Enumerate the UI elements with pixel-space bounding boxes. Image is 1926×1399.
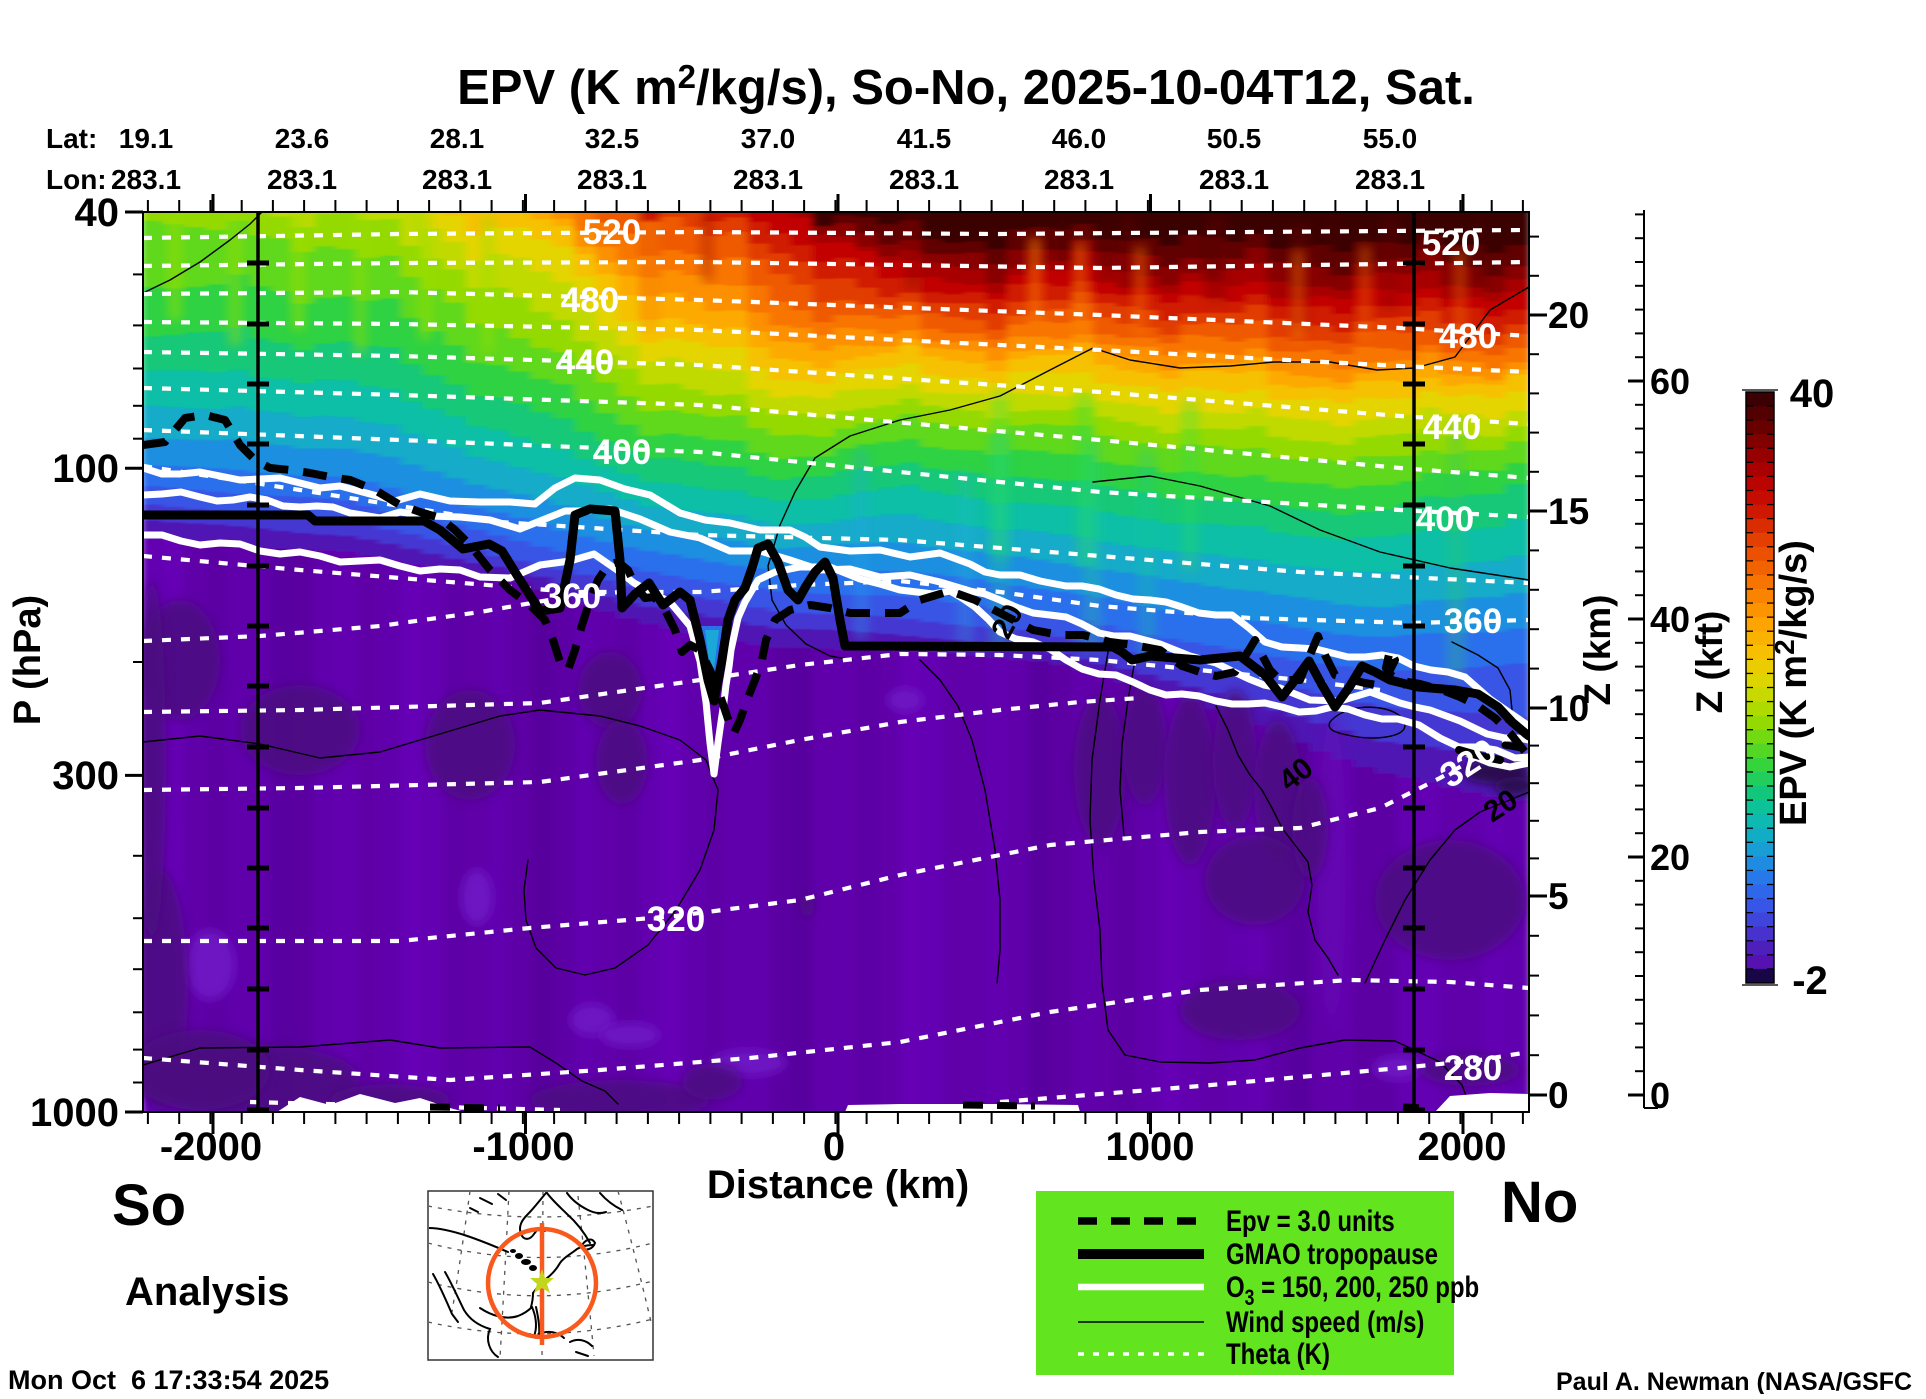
svg-text:480: 480 [1439,317,1497,356]
svg-text:10: 10 [1548,688,1589,729]
svg-text:1000: 1000 [30,1091,119,1135]
svg-text:40: 40 [1650,599,1690,640]
svg-text:520: 520 [583,213,641,252]
svg-text:280: 280 [1444,1049,1502,1088]
svg-text:20: 20 [1650,837,1690,878]
svg-text:EPV (K m2/kg/s): EPV (K m2/kg/s) [1769,540,1815,826]
svg-text:-1000: -1000 [472,1125,574,1169]
svg-text:No: No [1501,1170,1578,1235]
svg-text:Wind speed (m/s): Wind speed (m/s) [1226,1304,1424,1338]
svg-text:440: 440 [556,343,614,382]
svg-text:283.1: 283.1 [577,164,647,195]
svg-text:480: 480 [561,281,619,320]
svg-text:320: 320 [647,900,705,939]
svg-text:40: 40 [1790,372,1835,416]
svg-text:283.1: 283.1 [267,164,337,195]
svg-text:300: 300 [52,754,119,798]
svg-text:-2: -2 [1792,959,1828,1003]
svg-text:37.0: 37.0 [741,123,796,154]
svg-text:15: 15 [1548,491,1589,532]
svg-text:283.1: 283.1 [889,164,959,195]
svg-text:360: 360 [1444,602,1502,641]
svg-text:Z (kft): Z (kft) [1689,611,1730,714]
svg-text:Lon:: Lon: [46,164,107,195]
svg-text:46.0: 46.0 [1052,123,1107,154]
svg-text:Z (km): Z (km) [1577,595,1618,706]
svg-text:Paul A. Newman (NASA/GSFC: Paul A. Newman (NASA/GSFC [1556,1368,1912,1394]
svg-text:23.6: 23.6 [275,123,330,154]
svg-text:100: 100 [52,447,119,491]
svg-text:0: 0 [1650,1075,1670,1116]
svg-text:Analysis: Analysis [125,1270,290,1314]
svg-text:55.0: 55.0 [1363,123,1418,154]
svg-text:60: 60 [1650,361,1690,402]
svg-text:Distance (km): Distance (km) [707,1163,969,1207]
svg-text:283.1: 283.1 [1199,164,1269,195]
svg-text:283.1: 283.1 [1044,164,1114,195]
svg-text:283.1: 283.1 [422,164,492,195]
svg-text:Lat:: Lat: [46,123,97,154]
svg-text:1000: 1000 [1106,1125,1195,1169]
svg-text:41.5: 41.5 [897,123,952,154]
svg-text:40: 40 [75,191,120,235]
svg-text:520: 520 [1422,224,1480,263]
svg-text:360: 360 [543,577,601,616]
svg-text:5: 5 [1548,876,1569,917]
svg-text:2000: 2000 [1418,1125,1507,1169]
svg-text:283.1: 283.1 [733,164,803,195]
svg-text:EPV (K m2/kg/s), So-No, 2025-1: EPV (K m2/kg/s), So-No, 2025-10-04T12, S… [457,58,1475,115]
svg-text:0: 0 [1548,1075,1569,1116]
svg-text:Mon Oct 6 17:33:54 2025: Mon Oct 6 17:33:54 2025 [8,1365,329,1394]
svg-text:400: 400 [593,433,651,472]
svg-text:20: 20 [1548,295,1589,336]
svg-text:400: 400 [1416,500,1474,539]
svg-text:32.5: 32.5 [585,123,640,154]
svg-text:283.1: 283.1 [111,164,181,195]
svg-text:0: 0 [823,1125,845,1169]
svg-text:Epv = 3.0 units: Epv = 3.0 units [1226,1203,1395,1237]
svg-text:28.1: 28.1 [430,123,485,154]
svg-text:283.1: 283.1 [1355,164,1425,195]
svg-text:Theta (K): Theta (K) [1226,1336,1330,1370]
svg-text:P (hPa): P (hPa) [7,595,49,725]
svg-text:50.5: 50.5 [1207,123,1262,154]
svg-text:So: So [112,1173,186,1238]
svg-text:GMAO tropopause: GMAO tropopause [1226,1236,1438,1270]
svg-text:-2000: -2000 [160,1125,262,1169]
svg-text:440: 440 [1423,408,1481,447]
svg-text:19.1: 19.1 [119,123,174,154]
